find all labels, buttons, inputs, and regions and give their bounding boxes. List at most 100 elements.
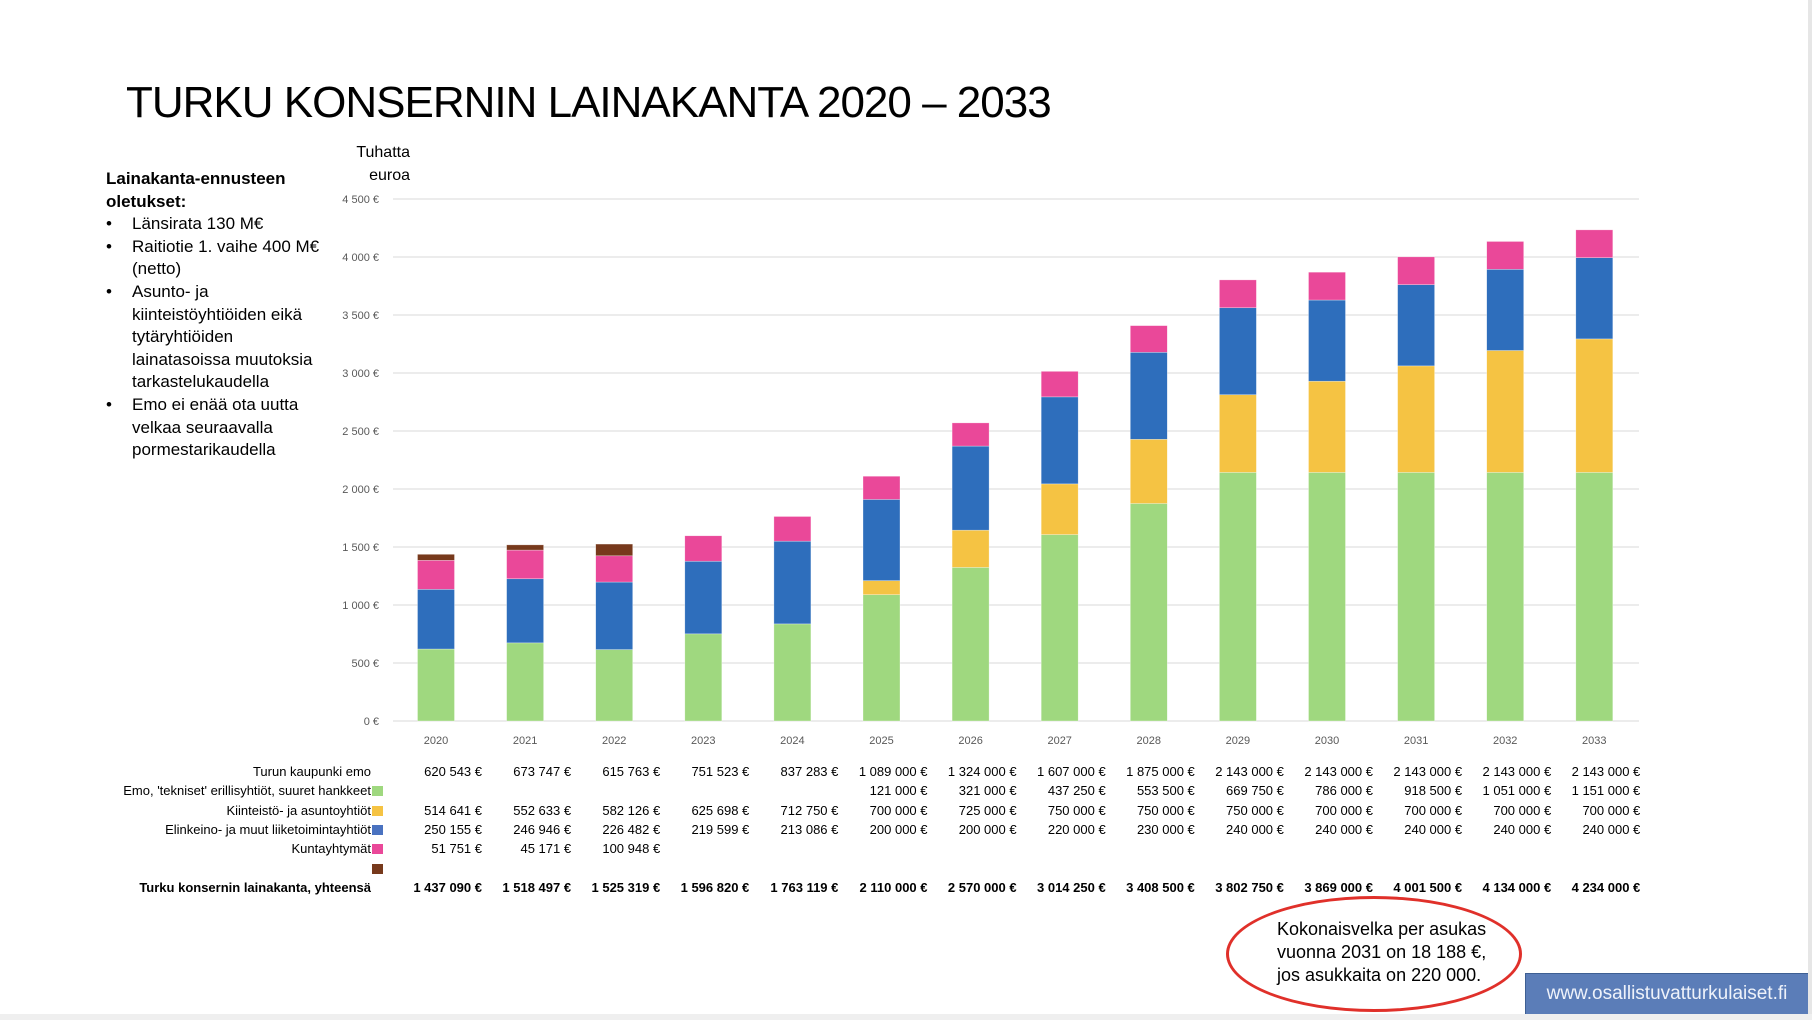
bar-segment <box>1040 483 1079 535</box>
bar-segment <box>773 623 812 722</box>
bar-segment <box>595 581 634 650</box>
total-cell: 1 596 820 € <box>680 880 750 895</box>
bar-segment <box>684 560 723 635</box>
assumptions-heading: Lainakanta-ennusteen oletukset: <box>106 169 286 211</box>
table-cell: 2 143 000 € <box>1482 764 1552 779</box>
table-cell: 121 000 € <box>869 783 928 798</box>
table-cell: 725 000 € <box>958 803 1017 818</box>
x-tick-label: 2028 <box>1137 735 1161 747</box>
x-tick-label: 2024 <box>780 735 804 747</box>
stacked-bar-chart: 0 € 500 € 1 000 € 1 500 € 2 000 € 2 500 € 3 00… <box>342 194 1639 747</box>
bar-segment <box>951 529 990 568</box>
y-tick-label: 2 000 € <box>342 484 379 496</box>
y-tick-label: 2 500 € <box>342 426 379 438</box>
legend-swatch <box>372 806 383 816</box>
table-cell: 700 000 € <box>1404 803 1463 818</box>
legend-swatch <box>372 786 383 796</box>
table-cell: 750 000 € <box>1226 803 1284 818</box>
website-link[interactable]: www.osallistuvatturkulaiset.fi <box>1525 973 1809 1015</box>
table-cell: 700 000 € <box>1493 803 1552 818</box>
table-cell: 1 089 000 € <box>858 764 928 779</box>
bar-segment <box>773 516 812 542</box>
y-tick-label: 4 000 € <box>342 252 379 264</box>
table-cell: 51 751 € <box>431 841 482 856</box>
total-cell: 2 110 000 € <box>859 880 928 895</box>
table-cell: 100 948 € <box>602 841 661 856</box>
x-tick-label: 2029 <box>1226 735 1250 747</box>
table-cell: 552 633 € <box>513 803 572 818</box>
bar-segment <box>951 567 990 722</box>
table-cell: 240 000 € <box>1226 822 1284 837</box>
bar-segment <box>417 553 455 561</box>
table-cell: 582 126 € <box>602 803 661 818</box>
row-label: Kiinteistö- ja asuntoyhtiöt <box>226 803 371 818</box>
total-cell: 4 234 000 € <box>1571 880 1641 895</box>
bar-segment <box>1130 503 1168 722</box>
table-cell: 712 750 € <box>780 803 839 818</box>
table-cell: 200 000 € <box>958 822 1017 837</box>
x-tick-label: 2026 <box>958 735 982 747</box>
note-line: vuonna 2031 on 18 188 €, <box>1277 942 1487 962</box>
row-label: Emo, 'tekniset' erillisyhtiöt, suuret ha… <box>123 783 371 798</box>
bar-segment <box>1397 284 1435 367</box>
table-cell: 213 086 € <box>780 822 839 837</box>
table-cell: 230 000 € <box>1136 822 1195 837</box>
bar-segment <box>1575 338 1614 473</box>
x-tick-label: 2020 <box>424 735 448 747</box>
bar-segment <box>506 642 544 722</box>
bar-segment <box>506 544 544 551</box>
bar-segment <box>1397 256 1435 285</box>
table-cell: 1 324 000 € <box>947 764 1017 779</box>
table-cell: 437 250 € <box>1047 783 1106 798</box>
x-tick-label: 2027 <box>1047 735 1071 747</box>
bar-segment <box>506 549 544 580</box>
total-row-label: Turku konsernin lainakanta, yhteensä <box>139 880 371 895</box>
y-axis-label: Tuhatta euroa <box>356 144 410 184</box>
bar-segment <box>1486 241 1524 270</box>
table-cell: 1 607 000 € <box>1037 764 1106 779</box>
bar-segment <box>1397 472 1435 722</box>
table-cell: 553 500 € <box>1136 783 1195 798</box>
total-cell: 4 134 000 € <box>1482 880 1552 895</box>
legend-swatch <box>372 825 383 835</box>
table-cell: 918 500 € <box>1404 783 1463 798</box>
bar-segment <box>1486 350 1524 473</box>
legend-swatch <box>372 864 383 874</box>
table-cell: 226 482 € <box>602 822 661 837</box>
bar-segment <box>1397 365 1435 473</box>
total-cell: 3 802 750 € <box>1215 880 1284 895</box>
x-tick-label: 2032 <box>1493 735 1517 747</box>
bar-segment <box>417 589 455 650</box>
table-cell: 1 151 000 € <box>1571 783 1641 798</box>
table-cell: 1 051 000 € <box>1482 783 1552 798</box>
bar-segment <box>1308 271 1346 301</box>
note-line: Kokonaisvelka per asukas <box>1277 919 1487 939</box>
highlight-ellipse <box>1226 896 1522 1012</box>
x-tick-label: 2025 <box>869 735 893 747</box>
x-tick-label: 2030 <box>1315 735 1339 747</box>
table-cell: 673 747 € <box>513 764 572 779</box>
slide-edge <box>1808 0 1812 1020</box>
bar-segment <box>951 422 990 447</box>
bar-segment <box>1575 229 1614 258</box>
bar-segment <box>1308 299 1346 382</box>
total-cell: 3 408 500 € <box>1126 880 1195 895</box>
total-cell: 1 525 319 € <box>591 880 661 895</box>
bar-segment <box>1130 351 1168 440</box>
bar-segment <box>1575 472 1614 722</box>
bar-segment <box>1486 472 1524 722</box>
bar-segment <box>417 648 455 722</box>
bar-segment <box>595 555 634 583</box>
total-cell: 1 437 090 € <box>413 880 482 895</box>
table-cell: 240 000 € <box>1493 822 1552 837</box>
bar-segment <box>862 499 901 581</box>
table-cell: 45 171 € <box>520 841 572 856</box>
total-cell: 1 763 119 € <box>770 880 839 895</box>
bar-segment <box>595 649 634 722</box>
total-cell: 2 570 000 € <box>947 880 1017 895</box>
bar-segment <box>1486 268 1524 351</box>
y-tick-label: 0 € <box>364 716 379 728</box>
y-tick-label: 1 500 € <box>342 542 379 554</box>
bar-segment <box>773 540 812 625</box>
bar-segment <box>684 633 723 722</box>
